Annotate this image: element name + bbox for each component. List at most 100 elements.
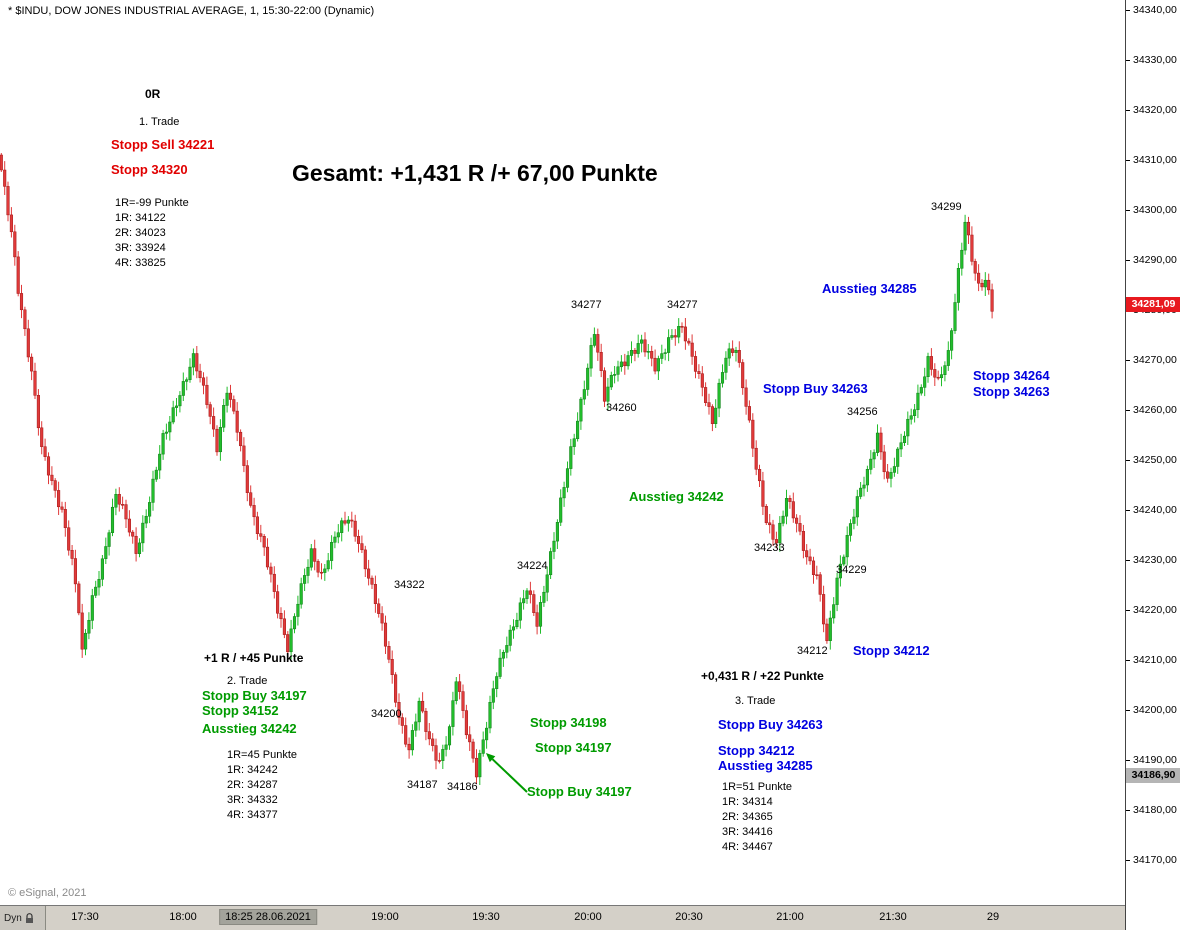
- price-axis-label: 34170,00: [1133, 853, 1177, 866]
- price-label-34277-a: 34277: [571, 299, 602, 311]
- price-label-34224: 34224: [517, 560, 548, 572]
- price-axis-tick: [1126, 9, 1130, 11]
- trade1-stopp-sell: Stopp Sell 34221: [111, 137, 215, 152]
- trade3-stopp-buy-marker: Stopp Buy 34263: [763, 381, 868, 396]
- time-axis-label: 17:30: [71, 911, 99, 923]
- price-label-34200: 34200: [371, 708, 402, 720]
- price-axis-tick: [1126, 109, 1130, 111]
- price-axis-tick: [1126, 809, 1130, 811]
- price-axis-tick: [1126, 359, 1130, 361]
- price-axis-label: 34250,00: [1133, 453, 1177, 466]
- time-axis-label: 19:00: [371, 911, 399, 923]
- trade3-ausstieg: Ausstieg 34285: [718, 758, 813, 773]
- trade3-stopp-buy: Stopp Buy 34263: [718, 717, 823, 732]
- trade3-1r: 1R: 34314: [722, 796, 773, 808]
- trade1-1r: 1R: 34122: [115, 212, 166, 224]
- price-axis-tick: [1126, 509, 1130, 511]
- zero-r-label: 0R: [145, 87, 161, 101]
- price-label-34229: 34229: [836, 564, 867, 576]
- price-label-34260: 34260: [606, 402, 637, 414]
- price-axis-label: 34210,00: [1133, 653, 1177, 666]
- trade2-4r: 4R: 34377: [227, 809, 278, 821]
- lock-icon[interactable]: [25, 912, 34, 924]
- trade3-r-size: 1R=51 Punkte: [722, 781, 793, 793]
- session-low-badge: 34186,90: [1126, 768, 1180, 783]
- trade1-4r: 4R: 33825: [115, 257, 166, 269]
- price-axis-label: 34290,00: [1133, 253, 1177, 266]
- trade2-result: +1 R / +45 Punkte: [204, 651, 304, 665]
- price-axis-label: 34320,00: [1133, 103, 1177, 116]
- price-axis-label: 34300,00: [1133, 203, 1177, 216]
- trade2-stopp-34198-marker: Stopp 34198: [530, 715, 607, 730]
- price-axis-label: 34220,00: [1133, 603, 1177, 616]
- trade2-r-size: 1R=45 Punkte: [227, 749, 298, 761]
- price-axis-label: 34330,00: [1133, 53, 1177, 66]
- trade2-stopp-buy: Stopp Buy 34197: [202, 688, 307, 703]
- dyn-button[interactable]: Dyn: [0, 906, 46, 930]
- price-axis-label: 34190,00: [1133, 753, 1177, 766]
- total-result-title: Gesamt: +1,431 R /+ 67,00 Punkte: [292, 160, 658, 186]
- time-axis-label: 20:30: [675, 911, 703, 923]
- price-axis-tick: [1126, 709, 1130, 711]
- price-axis-label: 34270,00: [1133, 353, 1177, 366]
- trade1-label: 1. Trade: [139, 116, 180, 128]
- trade2-ausstieg-marker: Ausstieg 34242: [629, 489, 724, 504]
- price-axis-tick: [1126, 859, 1130, 861]
- time-axis-label: 21:00: [776, 911, 804, 923]
- trade3-stopp-34212-marker: Stopp 34212: [853, 643, 930, 658]
- trade3-stopp-34264: Stopp 34264: [973, 368, 1050, 383]
- price-axis-tick: [1126, 559, 1130, 561]
- trade3-stopp: Stopp 34212: [718, 743, 795, 758]
- trade2-ausstieg: Ausstieg 34242: [202, 721, 297, 736]
- price-axis-tick: [1126, 609, 1130, 611]
- copyright-notice: © eSignal, 2021: [8, 887, 87, 899]
- price-axis-label: 34240,00: [1133, 503, 1177, 516]
- price-axis-label: 34180,00: [1133, 803, 1177, 816]
- price-axis-tick: [1126, 159, 1130, 161]
- trade2-label: 2. Trade: [227, 675, 268, 687]
- trade1-r-size: 1R=-99 Punkte: [115, 197, 189, 209]
- price-label-34187: 34187: [407, 779, 438, 791]
- symbol-header: * $INDU, DOW JONES INDUSTRIAL AVERAGE, 1…: [8, 5, 375, 17]
- price-axis-label: 34260,00: [1133, 403, 1177, 416]
- trade3-stopp-34263: Stopp 34263: [973, 384, 1050, 399]
- price-axis-tick: [1126, 59, 1130, 61]
- price-label-34186: 34186: [447, 781, 478, 793]
- trade1-stopp: Stopp 34320: [111, 162, 188, 177]
- trade2-1r: 1R: 34242: [227, 764, 278, 776]
- price-axis-tick: [1126, 409, 1130, 411]
- time-axis-label: 29: [986, 911, 1000, 923]
- trade3-3r: 3R: 34416: [722, 826, 773, 838]
- price-axis-label: 34310,00: [1133, 153, 1177, 166]
- price-axis-tick: [1126, 459, 1130, 461]
- price-label-34233: 34233: [754, 542, 785, 554]
- price-axis-label: 34200,00: [1133, 703, 1177, 716]
- price-axis-label: 34230,00: [1133, 553, 1177, 566]
- price-label-34322: 34322: [394, 579, 425, 591]
- time-axis[interactable]: Dyn 17:30 18:00 18:25 28.06.2021 19:00 19:30…: [0, 905, 1125, 930]
- trade2-3r: 3R: 34332: [227, 794, 278, 806]
- time-axis-label: 21:30: [879, 911, 907, 923]
- price-axis-label: 34340,00: [1133, 3, 1177, 16]
- time-axis-label: 18:00: [169, 911, 197, 923]
- dyn-button-label: Dyn: [4, 912, 22, 924]
- trade1-2r: 2R: 34023: [115, 227, 166, 239]
- price-chart-pane[interactable]: * $INDU, DOW JONES INDUSTRIAL AVERAGE, 1…: [0, 0, 1125, 905]
- time-axis-label: 20:00: [574, 911, 602, 923]
- price-label-34256: 34256: [847, 406, 878, 418]
- time-axis-highlighted-label: 18:25 28.06.2021: [219, 909, 317, 925]
- price-axis-tick: [1126, 259, 1130, 261]
- price-axis-tick: [1126, 759, 1130, 761]
- price-axis-tick: [1126, 209, 1130, 211]
- last-price-badge: 34281,09: [1126, 297, 1180, 313]
- trade3-label: 3. Trade: [735, 695, 776, 707]
- trade2-stopp-buy-marker: Stopp Buy 34197: [527, 784, 632, 799]
- price-label-34277-b: 34277: [667, 299, 698, 311]
- trade3-2r: 2R: 34365: [722, 811, 773, 823]
- candlestick-canvas[interactable]: [0, 0, 1125, 905]
- trade2-stopp: Stopp 34152: [202, 703, 279, 718]
- trade3-4r: 4R: 34467: [722, 841, 773, 853]
- price-axis[interactable]: 34340,00 34330,00 34320,00 34310,00 34300,00…: [1125, 0, 1180, 930]
- time-axis-label: 19:30: [472, 911, 500, 923]
- price-label-34212: 34212: [797, 645, 828, 657]
